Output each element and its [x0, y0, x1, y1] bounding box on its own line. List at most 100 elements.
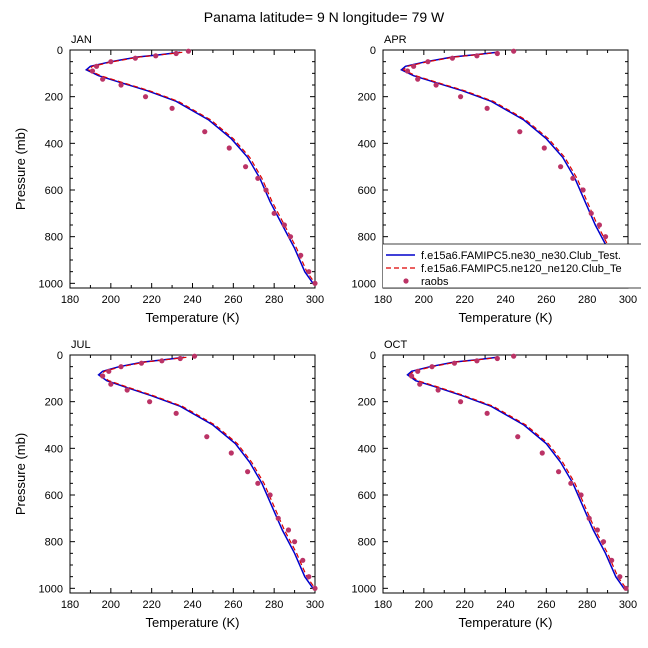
raobs-point: [300, 557, 306, 563]
y-tick-label: 800: [358, 537, 376, 549]
raobs-point: [433, 82, 439, 88]
y-tick-label: 600: [45, 185, 63, 197]
series-line-ne120: [99, 356, 316, 589]
raobs-point: [173, 50, 179, 57]
raobs-point: [255, 175, 261, 181]
y-tick-label: 800: [358, 232, 376, 244]
x-tick-label: 240: [496, 599, 514, 611]
figure-title: Panama latitude= 9 N longitude= 79 W: [203, 9, 445, 25]
raobs-point: [173, 410, 179, 416]
raobs-point: [494, 50, 500, 57]
raobs-point: [271, 210, 277, 216]
raobs-point: [108, 59, 114, 65]
y-tick-label: 600: [358, 490, 376, 502]
raobs-point: [153, 53, 159, 59]
legend-background: [383, 244, 641, 288]
panel-jan: 180 200 220 240 260 280 300 0 200 400 600 800 1000 JA…: [13, 34, 324, 325]
panel-label: JUL: [71, 339, 91, 351]
panel-oct: 180 200 220 240 260 280 300 0 200 400 600 800 1000 OC…: [352, 339, 638, 630]
y-tick-label: 800: [45, 537, 63, 549]
raobs-point: [609, 557, 615, 563]
x-tick-label: 260: [537, 294, 555, 306]
raobs-point: [411, 63, 417, 69]
y-tick-label: 400: [358, 138, 376, 150]
raobs-point: [132, 55, 138, 61]
raobs-point: [617, 574, 623, 580]
x-tick-label: 180: [61, 294, 79, 306]
x-tick-label: 200: [415, 294, 433, 306]
legend-marker-raobs: [403, 278, 409, 284]
raobs-point: [291, 539, 298, 545]
raobs-point: [89, 68, 96, 74]
raobs-point: [515, 434, 521, 440]
x-tick-label: 240: [496, 294, 514, 306]
y-axis-title: Pressure (mb): [13, 433, 28, 515]
panel-apr: 180 200 220 240 260 280 300 0 200 400 600 800 1000 AP…: [352, 34, 638, 325]
y-tick-label: 0: [57, 45, 63, 57]
y-tick-label: 800: [45, 232, 63, 244]
raobs-point: [226, 145, 232, 151]
raobs-point: [306, 574, 312, 580]
raobs-point: [93, 63, 100, 69]
x-tick-label: 280: [578, 294, 596, 306]
raobs-point: [100, 76, 106, 82]
x-tick-label: 220: [455, 294, 473, 306]
raobs-point: [484, 410, 490, 416]
y-tick-label: 200: [45, 397, 63, 409]
x-tick-label: 180: [61, 599, 79, 611]
raobs-point: [204, 434, 210, 440]
x-tick-label: 200: [102, 294, 120, 306]
raobs-point: [287, 234, 294, 240]
raobs-point: [474, 358, 480, 364]
raobs-point: [555, 469, 562, 475]
x-tick-label: 280: [578, 599, 596, 611]
y-tick-label: 0: [57, 350, 63, 362]
raobs-point: [558, 164, 564, 170]
raobs-point: [100, 373, 106, 379]
x-tick-label: 300: [306, 294, 324, 306]
x-tick-label: 260: [224, 599, 242, 611]
x-axis-title: Temperature (K): [459, 310, 553, 325]
x-tick-label: 180: [374, 599, 392, 611]
raobs-point: [457, 399, 464, 405]
raobs-point: [474, 53, 480, 59]
raobs-point: [159, 358, 165, 364]
y-tick-label: 0: [370, 45, 376, 57]
legend-entry-label: raobs: [421, 276, 449, 288]
raobs-point: [494, 355, 500, 362]
x-tick-label: 260: [537, 599, 555, 611]
panel-label: JAN: [71, 34, 92, 46]
x-tick-label: 280: [265, 599, 283, 611]
x-tick-label: 180: [374, 294, 392, 306]
y-tick-label: 200: [358, 92, 376, 104]
x-tick-label: 200: [415, 599, 433, 611]
raobs-point: [255, 480, 261, 486]
raobs-point: [580, 187, 586, 193]
x-tick-label: 220: [455, 599, 473, 611]
series-line-ne30: [406, 356, 625, 589]
y-tick-label: 1000: [352, 583, 376, 595]
raobs-point: [306, 269, 312, 275]
y-tick-label: 600: [45, 490, 63, 502]
x-tick-label: 240: [183, 294, 201, 306]
legend: f.e15a6.FAMIPC5.ne30_ne30.Club_Test.f.e1…: [383, 243, 641, 289]
x-axis-title: Temperature (K): [146, 615, 240, 630]
raobs-point: [408, 373, 415, 379]
raobs-point: [242, 164, 249, 170]
raobs-point: [568, 480, 574, 486]
raobs-point: [298, 252, 304, 258]
raobs-point: [312, 585, 318, 591]
raobs-point: [138, 360, 145, 366]
y-tick-label: 600: [358, 185, 376, 197]
y-tick-label: 1000: [352, 278, 376, 290]
y-tick-label: 400: [45, 443, 63, 455]
raobs-point: [285, 527, 292, 533]
plot-frame: [69, 354, 316, 594]
raobs-point: [108, 381, 114, 387]
x-tick-label: 300: [619, 294, 637, 306]
raobs-point: [404, 68, 411, 74]
raobs-point: [118, 82, 124, 88]
raobs-point: [191, 353, 198, 359]
raobs-point: [281, 222, 287, 228]
raobs-point: [449, 55, 456, 61]
